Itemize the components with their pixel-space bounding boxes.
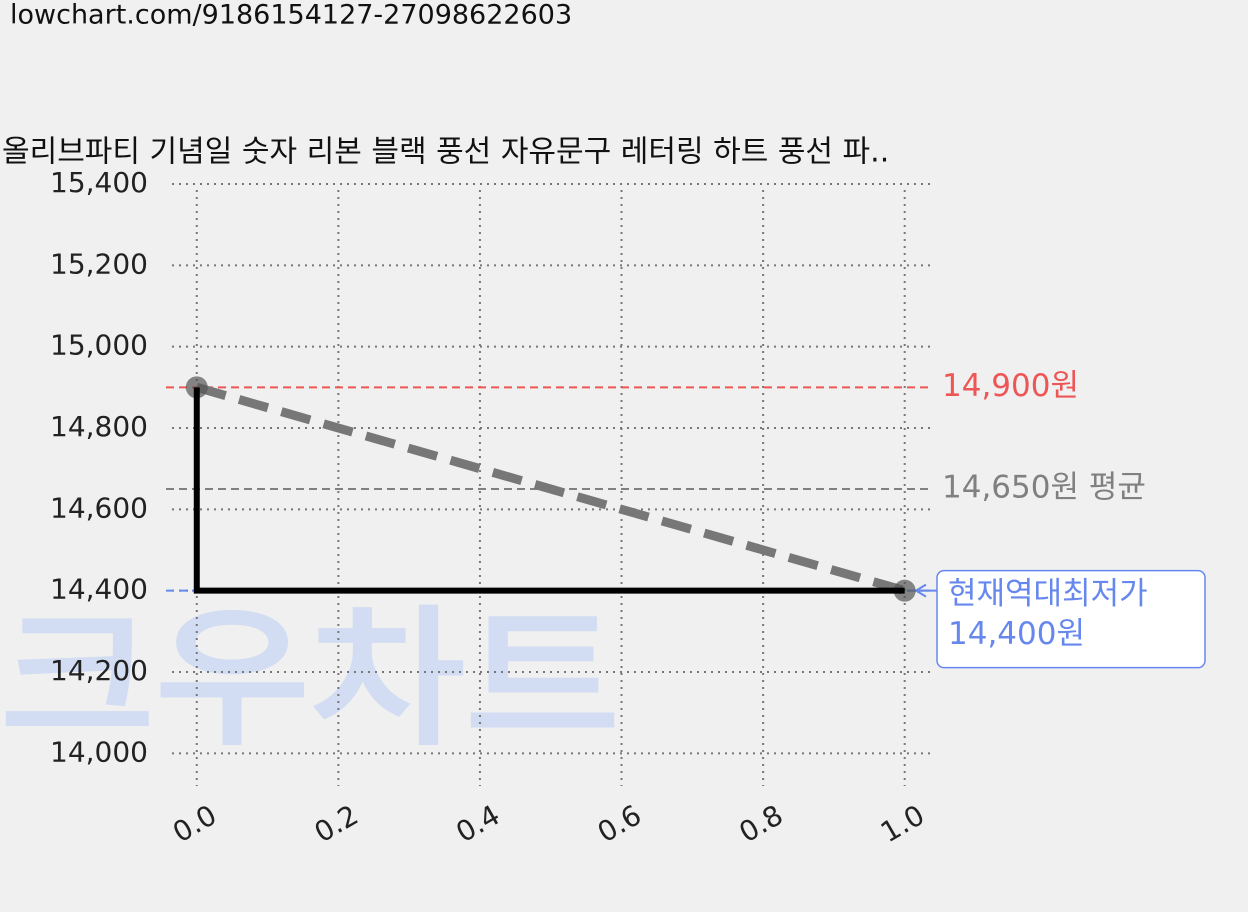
y-tick-label: 14,400 [50, 573, 148, 606]
reference-label: 14,650원 평균 [942, 470, 1146, 506]
y-tick-label: 14,600 [50, 491, 148, 524]
x-tick-label: 0.8 [733, 798, 788, 849]
chart-title: 올리브파티 기념일 숫자 리본 블랙 풍선 자유문구 레터링 하트 풍선 파.. [2, 135, 889, 170]
y-tick-label: 14,800 [50, 410, 148, 443]
y-tick-label: 15,200 [50, 247, 148, 280]
annotation-arrow [914, 583, 937, 598]
x-tick-label: 0.2 [309, 798, 364, 849]
url: lowchart.com/9186154127-27098622603 [10, 0, 572, 31]
x-tick-label: 0.4 [450, 798, 505, 849]
annotation-title: 현재역대최저가 [948, 576, 1148, 612]
y-tick-label: 14,200 [50, 654, 148, 687]
x-tick-label: 0.0 [167, 798, 222, 849]
x-tick-label: 0.6 [592, 798, 647, 849]
y-tick-label: 15,400 [50, 166, 148, 199]
reference-label: 14,900원 [942, 368, 1079, 404]
y-tick-label: 15,000 [50, 329, 148, 362]
y-tick-label: 14,000 [50, 735, 148, 768]
series-line [195, 383, 906, 595]
x-tick-label: 1.0 [875, 798, 930, 849]
annotation-label: 14,400원 [948, 616, 1085, 652]
series-line [193, 387, 905, 594]
annotation-box [936, 569, 1206, 669]
watermark: 크우차트 [0, 593, 620, 767]
